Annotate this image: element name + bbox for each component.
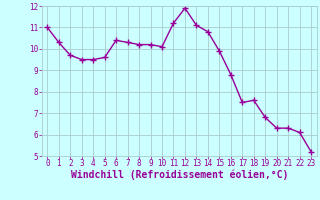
X-axis label: Windchill (Refroidissement éolien,°C): Windchill (Refroidissement éolien,°C) bbox=[70, 170, 288, 180]
